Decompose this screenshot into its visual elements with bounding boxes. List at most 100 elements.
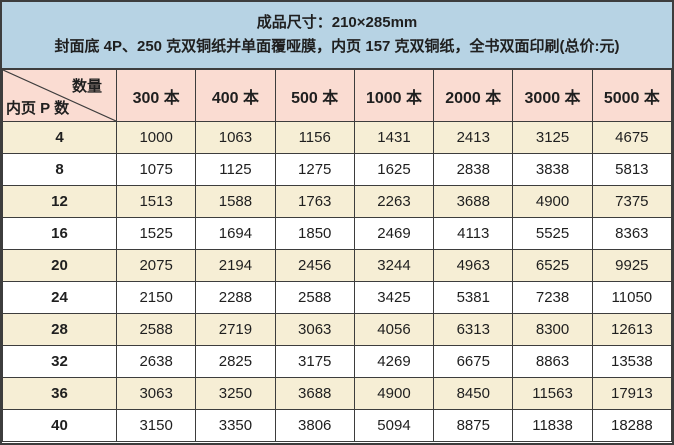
price-cell: 6313 (433, 313, 514, 346)
pages-row-header: 36 (2, 377, 117, 410)
pages-row-header: 28 (2, 313, 117, 346)
table-row: 36 3063 3250 3688 4900 8450 11563 17913 (2, 377, 672, 410)
price-cell: 3425 (353, 281, 435, 314)
price-cell: 5094 (353, 409, 435, 442)
pages-row-header: 40 (2, 409, 117, 442)
pages-row-header: 16 (2, 217, 117, 250)
pages-row-header: 4 (2, 121, 117, 154)
price-cell: 2588 (274, 281, 355, 314)
pages-row-header: 8 (2, 153, 117, 186)
price-cell: 11563 (512, 377, 593, 410)
price-cell: 1694 (195, 217, 276, 250)
price-cell: 2075 (115, 249, 197, 282)
spec-paper-line: 封面底 4P、250 克双铜纸并单面覆哑膜，内页 157 克双铜纸，全书双面印刷… (54, 37, 620, 55)
price-cell: 7375 (591, 185, 672, 218)
price-cell: 3688 (433, 185, 514, 218)
price-cell: 4900 (353, 377, 435, 410)
price-cell: 3150 (115, 409, 197, 442)
quantity-column-header: 1000 本 (353, 69, 435, 122)
price-cell: 1125 (195, 153, 276, 186)
price-cell: 3806 (274, 409, 355, 442)
price-cell: 2838 (433, 153, 514, 186)
price-cell: 8863 (512, 345, 593, 378)
table-row: 12 1513 1588 1763 2263 3688 4900 7375 (2, 185, 672, 218)
price-cell: 1063 (195, 121, 276, 154)
price-cell: 2288 (195, 281, 276, 314)
table-row: 28 2588 2719 3063 4056 6313 8300 12613 (2, 313, 672, 346)
price-cell: 2456 (274, 249, 355, 282)
price-cell: 2588 (115, 313, 197, 346)
price-cell: 4113 (433, 217, 514, 250)
price-cell: 8450 (433, 377, 514, 410)
diagonal-divider-line (3, 70, 116, 121)
price-cell: 1156 (274, 121, 355, 154)
price-cell: 2194 (195, 249, 276, 282)
price-table: 数量 内页 P 数 300 本 400 本 500 本 1000 本 2000 本 300… (2, 69, 672, 442)
price-cell: 3688 (274, 377, 355, 410)
table-row: 24 2150 2288 2588 3425 5381 7238 11050 (2, 281, 672, 314)
price-cell: 4269 (353, 345, 435, 378)
quantity-column-header: 500 本 (274, 69, 355, 122)
spec-header: 成品尺寸：210×285mm 封面底 4P、250 克双铜纸并单面覆哑膜，内页 … (2, 2, 672, 69)
quantity-column-header: 5000 本 (591, 69, 672, 122)
price-cell: 8300 (512, 313, 593, 346)
table-row: 40 3150 3350 3806 5094 8875 11838 18288 (2, 409, 672, 442)
table-row: 32 2638 2825 3175 4269 6675 8863 13538 (2, 345, 672, 378)
price-cell: 12613 (591, 313, 672, 346)
price-cell: 3250 (195, 377, 276, 410)
table-row: 16 1525 1694 1850 2469 4113 5525 8363 (2, 217, 672, 250)
price-cell: 17913 (591, 377, 672, 410)
price-cell: 4900 (512, 185, 593, 218)
price-cell: 5381 (433, 281, 514, 314)
price-cell: 1850 (274, 217, 355, 250)
price-cell: 1275 (274, 153, 355, 186)
price-cell: 2469 (353, 217, 435, 250)
price-cell: 8363 (591, 217, 672, 250)
price-cell: 3125 (512, 121, 593, 154)
quantity-column-header: 300 本 (115, 69, 197, 122)
price-cell: 2638 (115, 345, 197, 378)
quantity-column-header: 2000 本 (433, 69, 514, 122)
price-cell: 5525 (512, 217, 593, 250)
corner-label-quantity: 数量 (71, 78, 102, 95)
price-cell: 4675 (591, 121, 672, 154)
price-cell: 1000 (115, 121, 197, 154)
table-row: 20 2075 2194 2456 3244 4963 6525 9925 (2, 249, 672, 282)
price-cell: 6675 (433, 345, 514, 378)
price-cell: 11050 (591, 281, 672, 314)
quantity-column-header: 400 本 (195, 69, 276, 122)
price-cell: 13538 (591, 345, 672, 378)
price-cell: 5813 (591, 153, 672, 186)
price-cell: 1525 (115, 217, 197, 250)
price-cell: 11838 (512, 409, 593, 442)
price-cell: 3350 (195, 409, 276, 442)
table-row: 8 1075 1125 1275 1625 2838 3838 5813 (2, 153, 672, 186)
price-cell: 2719 (195, 313, 276, 346)
price-cell: 3838 (512, 153, 593, 186)
price-cell: 1513 (115, 185, 197, 218)
price-cell: 4056 (353, 313, 435, 346)
price-cell: 1763 (274, 185, 355, 218)
price-cell: 2150 (115, 281, 197, 314)
spec-size-line: 成品尺寸：210×285mm (256, 14, 418, 32)
price-cell: 1588 (195, 185, 276, 218)
price-cell: 18288 (591, 409, 672, 442)
price-cell: 3244 (353, 249, 435, 282)
price-cell: 1625 (353, 153, 435, 186)
price-cell: 8875 (433, 409, 514, 442)
quantity-column-header: 3000 本 (512, 69, 593, 122)
price-cell: 9925 (591, 249, 672, 282)
pages-row-header: 32 (2, 345, 117, 378)
column-header-row: 数量 内页 P 数 300 本 400 本 500 本 1000 本 2000 本 300… (2, 69, 672, 122)
pages-row-header: 20 (2, 249, 117, 282)
corner-cell: 数量 内页 P 数 (2, 69, 117, 122)
price-cell: 6525 (512, 249, 593, 282)
price-cell: 3175 (274, 345, 355, 378)
price-cell: 4963 (433, 249, 514, 282)
price-cell: 2825 (195, 345, 276, 378)
table-row: 4 1000 1063 1156 1431 2413 3125 4675 (2, 121, 672, 154)
price-cell: 2263 (353, 185, 435, 218)
price-cell: 3063 (115, 377, 197, 410)
corner-label-pages: 内页 P 数 (6, 100, 70, 117)
